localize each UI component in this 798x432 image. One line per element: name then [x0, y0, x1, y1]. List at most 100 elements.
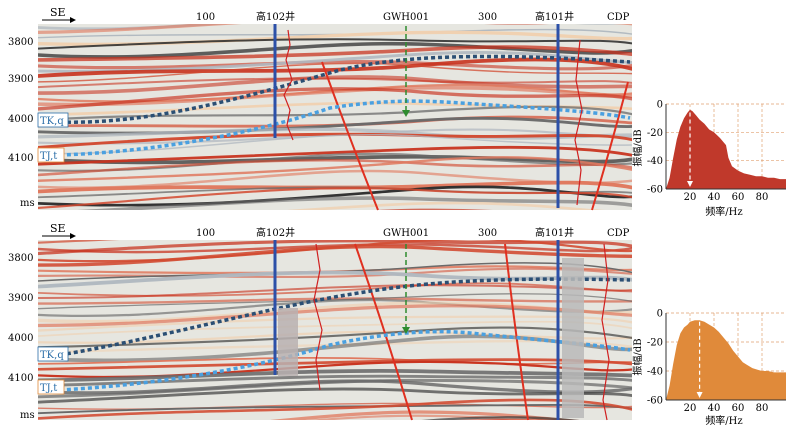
arrow-head-icon: [687, 181, 693, 187]
x-tick-label: 60: [732, 192, 745, 203]
well-label-gao102: 高102井: [256, 10, 295, 23]
reflection-band: [38, 284, 632, 299]
cdp-tick-300: 300: [478, 228, 497, 239]
reflection-band: [270, 410, 580, 420]
reflection-band: [38, 339, 632, 354]
reflection-band: [30, 0, 640, 5]
well-log-curve: [283, 29, 294, 141]
reflection-band: [38, 297, 632, 305]
arrow-head-icon: [402, 327, 410, 334]
reflection-band: [38, 180, 632, 194]
well-log-track: [278, 308, 298, 376]
fault-line: [504, 243, 529, 421]
x-tick-label: 20: [684, 403, 697, 414]
well-log-track: [562, 258, 584, 418]
reflection-band: [38, 38, 632, 50]
cdp-label: CDP: [607, 12, 630, 23]
fault-line: [354, 243, 413, 421]
seismic-panel-bottom: SE 100 300 CDP 高102井 GWH001 高101井 3800 3…: [8, 208, 640, 421]
y-tick-label: -20: [647, 338, 663, 349]
time-label-3800: 3800: [8, 253, 33, 264]
well-log-curve: [601, 243, 610, 421]
fault-line: [591, 81, 629, 211]
reflection-band: [38, 24, 632, 34]
horizon-tkq: [59, 277, 631, 357]
reflection-band: [38, 368, 632, 383]
reflection-band: [376, 208, 493, 210]
chart-xlabel: 频率/Hz: [705, 414, 742, 427]
reflection-band: [38, 145, 632, 166]
reflection-band: [38, 187, 632, 210]
arrow-head-icon: [70, 233, 76, 239]
reflection-band: [286, 201, 606, 210]
x-tick-label: 20: [684, 192, 697, 203]
reflection-band: [38, 45, 632, 62]
time-label-4000: 4000: [8, 333, 33, 344]
spectrum-chart-bottom: 振幅/dB 频率/Hz 20 40 60 80 0 -20 -40 -60: [631, 309, 786, 427]
chart-ylabel: 振幅/dB: [631, 338, 644, 375]
horizon-label-box: [37, 379, 65, 395]
reflection-band: [30, 208, 640, 226]
cdp-tick-300: 300: [478, 12, 497, 23]
horizon-label-tkq: TK,q: [40, 350, 64, 361]
y-tick-label: -60: [647, 396, 663, 407]
chart-ylabel: 振幅/dB: [631, 129, 644, 166]
time-unit: ms: [20, 410, 35, 421]
reflection-band: [30, 0, 640, 11]
chart-plot-area: 20 40 60 80 0 -20 -40 -60: [647, 309, 786, 414]
horizon-label-tkq: TK,q: [40, 116, 64, 127]
horizon-label-tjt: TJ,t: [40, 151, 57, 162]
reflection-band: [38, 293, 632, 310]
horizon-label-box: [37, 112, 69, 128]
y-tick-label: -40: [647, 156, 663, 167]
reflection-band: [38, 315, 632, 332]
spectrum-area: [666, 109, 786, 189]
x-tick-label: 80: [756, 403, 769, 414]
reflection-band: [38, 398, 632, 420]
x-tick-label: 80: [756, 192, 769, 203]
spectrum-chart-top: 振幅/dB 频率/Hz 20 40 60 80 0 -20 -40 -60: [631, 100, 786, 218]
time-label-4100: 4100: [8, 373, 33, 384]
reflection-band: [38, 320, 632, 337]
cdp-label: CDP: [607, 228, 630, 239]
reflection-band: [38, 77, 632, 89]
horizon-label-tjt: TJ,t: [40, 383, 57, 394]
well-label-gao102: 高102井: [256, 226, 295, 239]
reflection-band: [38, 262, 632, 282]
direction-label: SE: [50, 222, 66, 235]
reflection-band: [38, 158, 632, 177]
horizon-tkq: [59, 54, 631, 124]
cdp-tick-100: 100: [196, 228, 215, 239]
reflection-band: [38, 304, 632, 328]
time-label-3800: 3800: [8, 37, 33, 48]
spectrum-area: [666, 320, 786, 400]
well-label-gwh001: GWH001: [383, 228, 429, 239]
reflection-band: [38, 41, 632, 59]
reflection-band: [306, 414, 542, 420]
chart-plot-area: 20 40 60 80 0 -20 -40 -60: [647, 100, 786, 203]
y-tick-label: -40: [647, 367, 663, 378]
well-label-gwh001: GWH001: [383, 12, 429, 23]
seismic-reflections: [30, 0, 640, 210]
time-label-4100: 4100: [8, 153, 33, 164]
reflection-band: [38, 185, 632, 207]
reflection-band: [38, 387, 632, 404]
seismic-panel-top: SE 100 300 CDP 高102井 GWH001 高101井 3800 3…: [8, 0, 640, 211]
horizon-label-box: [37, 147, 65, 163]
reflection-band: [38, 378, 632, 399]
time-label-4000: 4000: [8, 114, 33, 125]
well-log-curve: [313, 243, 323, 391]
arrow-head-icon: [402, 110, 410, 117]
time-label-3900: 3900: [8, 293, 33, 304]
time-unit: ms: [20, 198, 35, 209]
reflection-band: [38, 326, 632, 349]
reflection-band: [38, 57, 632, 78]
reflection-band: [38, 62, 632, 83]
x-tick-label: 40: [708, 403, 721, 414]
y-tick-label: 0: [657, 100, 663, 111]
horizon-label-box: [37, 346, 69, 362]
well-log-curve: [574, 39, 583, 206]
time-label-3900: 3900: [8, 74, 33, 85]
reflection-band: [38, 240, 632, 256]
